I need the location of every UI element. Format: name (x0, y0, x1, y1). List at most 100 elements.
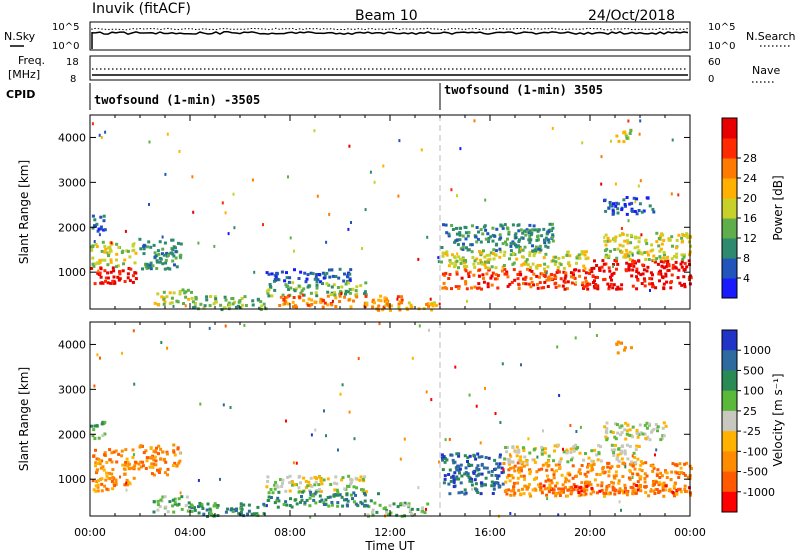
data-cell (540, 234, 544, 238)
data-cell (586, 470, 590, 474)
data-cell (560, 490, 564, 494)
data-cell (168, 291, 172, 295)
data-cell (593, 286, 597, 290)
data-cell (564, 271, 568, 275)
data-cell (565, 448, 569, 452)
data-cell (660, 474, 664, 478)
data-cell (495, 277, 499, 281)
data-cell (638, 485, 642, 489)
data-cell (184, 504, 188, 508)
data-cell (593, 279, 596, 283)
data-cell (184, 295, 188, 299)
data-cell (642, 268, 646, 272)
data-cell (339, 392, 342, 396)
data-cell (450, 475, 453, 479)
data-cell (604, 491, 608, 495)
data-cell (540, 467, 544, 471)
data-cell (323, 301, 327, 305)
data-cell (348, 144, 351, 148)
data-cell (590, 465, 594, 469)
data-cell (100, 489, 104, 493)
data-cell (124, 448, 128, 452)
data-cell (363, 301, 367, 305)
data-cell (288, 489, 292, 493)
data-cell (370, 511, 374, 515)
data-cell (554, 463, 558, 467)
data-cell (643, 472, 647, 476)
data-cell (647, 422, 651, 426)
data-cell (399, 457, 402, 461)
data-cell (533, 460, 537, 464)
data-cell (598, 473, 602, 476)
data-cell (460, 490, 464, 494)
data-cell (483, 261, 487, 264)
data-cell (449, 479, 453, 483)
data-cell (593, 478, 597, 482)
data-cell (267, 272, 271, 276)
data-cell (316, 278, 320, 282)
data-cell (617, 202, 620, 206)
data-cell (642, 209, 646, 213)
data-cell (132, 476, 136, 480)
data-cell (600, 155, 603, 159)
data-cell (341, 476, 345, 480)
data-cell (251, 303, 255, 307)
data-cell (285, 503, 289, 507)
data-cell (615, 287, 619, 291)
data-cell (519, 273, 523, 276)
data-cell (243, 295, 247, 299)
data-cell (664, 484, 668, 488)
data-cell (320, 482, 324, 486)
data-cell (512, 466, 516, 470)
data-cell (567, 488, 571, 492)
data-cell (542, 274, 546, 277)
data-cell (528, 230, 532, 234)
data-cell (501, 265, 505, 269)
data-cell (164, 505, 168, 509)
y-tick-label: 3000 (58, 383, 86, 396)
data-cell (661, 233, 665, 237)
data-cell (511, 252, 515, 255)
data-cell (635, 430, 639, 434)
data-cell (615, 267, 618, 271)
data-cell (547, 240, 551, 244)
data-cell (623, 203, 627, 206)
data-cell (430, 398, 433, 402)
data-cell (561, 483, 565, 487)
data-cell (155, 267, 159, 270)
time-tick-label: 00:00 (674, 526, 706, 539)
data-cell (548, 222, 552, 226)
data-cell (455, 468, 459, 472)
data-cell (110, 472, 114, 476)
data-cell (421, 509, 425, 513)
data-cell (108, 477, 112, 481)
data-cell (364, 294, 368, 298)
data-cell (355, 295, 359, 299)
data-cell (321, 282, 324, 286)
cpid-segment-2: twofsound (1-min) 3505 (444, 83, 603, 97)
data-cell (654, 423, 658, 426)
data-cell (454, 263, 458, 267)
data-cell (534, 488, 538, 492)
data-cell (157, 444, 161, 448)
data-cell (113, 281, 117, 285)
data-cell (283, 279, 287, 283)
data-cell (197, 241, 200, 245)
data-cell (220, 308, 224, 312)
data-cell (529, 265, 533, 269)
data-cell (240, 297, 244, 300)
data-cell (675, 464, 679, 468)
data-cell (602, 269, 606, 273)
data-cell (459, 147, 462, 151)
data-cell (389, 304, 393, 308)
data-cell (662, 286, 666, 290)
data-cell (625, 269, 628, 273)
data-cell (134, 271, 138, 275)
data-cell (637, 271, 641, 275)
data-cell (281, 478, 285, 482)
data-cell (585, 485, 589, 488)
data-cell (398, 308, 402, 312)
data-cell (670, 257, 674, 261)
data-cell (572, 273, 575, 277)
data-cell (612, 265, 614, 268)
